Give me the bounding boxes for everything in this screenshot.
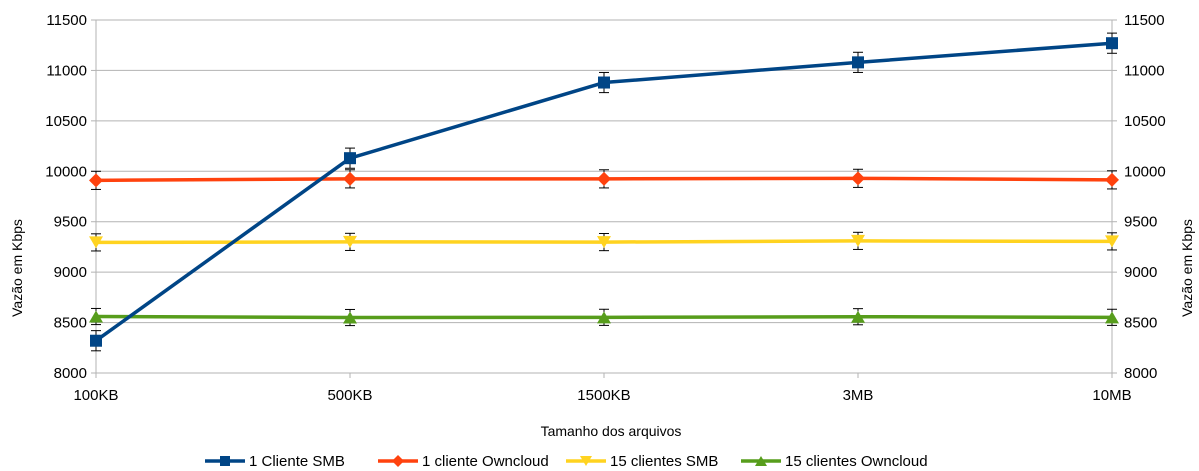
legend-label: 15 clientes SMB — [610, 453, 718, 470]
data-point — [1105, 172, 1119, 187]
legend-item: 1 cliente Owncloud — [378, 453, 549, 470]
x-tick-label: 1500KB — [577, 387, 630, 404]
y-axis-right: 8000 8500 9000 9500 10000 10500 11000 11500 — [1112, 12, 1166, 382]
data-point — [89, 173, 103, 188]
y-tick-label: 11500 — [46, 12, 87, 29]
x-tick-label: 10MB — [1092, 387, 1131, 404]
data-point — [344, 152, 356, 165]
y-axis-left: 8000 8500 9000 9500 10000 10500 11000 11500 — [45, 12, 96, 382]
y-tick-label-right: 8500 — [1124, 315, 1157, 332]
data-point — [597, 311, 611, 324]
data-point — [1105, 235, 1119, 248]
series-1-cliente-owncloud — [89, 168, 1119, 190]
y-tick-label-right: 8000 — [1124, 365, 1157, 382]
y-tick-label-right: 10000 — [1124, 163, 1166, 180]
data-point — [598, 76, 610, 89]
x-tick-label: 3MB — [843, 387, 874, 404]
data-point — [597, 171, 611, 186]
data-point — [1105, 311, 1119, 324]
legend-label: 1 cliente Owncloud — [422, 453, 549, 470]
data-point — [343, 235, 357, 248]
y-tick-label-right: 9000 — [1124, 264, 1157, 281]
y-tick-label-right: 9500 — [1124, 214, 1157, 231]
data-point — [89, 236, 103, 249]
x-axis-title: Tamanho dos arquivos — [541, 423, 682, 439]
data-point — [343, 311, 357, 324]
data-point — [851, 234, 865, 247]
legend-item: 15 clientes Owncloud — [741, 453, 928, 470]
y-tick-label: 8000 — [54, 365, 87, 382]
series-1-cliente-smb — [90, 32, 1118, 352]
data-point — [343, 171, 357, 186]
data-point — [89, 310, 103, 323]
legend-item: 1 Cliente SMB — [205, 453, 345, 470]
series-15-clientes-smb — [89, 231, 1119, 252]
x-tick-label: 500KB — [327, 387, 372, 404]
data-point — [220, 456, 230, 466]
data-point — [597, 236, 611, 249]
data-point — [755, 456, 767, 466]
legend: 1 Cliente SMB 1 cliente Owncloud 15 client… — [205, 453, 928, 470]
y-tick-label: 9000 — [54, 264, 87, 281]
legend-item: 15 clientes SMB — [566, 453, 718, 470]
y-tick-label: 10000 — [45, 163, 87, 180]
data-point — [852, 56, 864, 69]
data-point — [851, 310, 865, 323]
data-point — [392, 455, 404, 467]
y-tick-label: 11000 — [46, 62, 87, 79]
y-tick-label: 9500 — [54, 214, 87, 231]
x-tick-label: 100KB — [73, 387, 118, 404]
x-axis: 100KB 500KB 1500KB 3MB 10MB — [73, 373, 1132, 404]
legend-label: 1 Cliente SMB — [249, 453, 345, 470]
y-tick-label-right: 10500 — [1124, 113, 1166, 130]
y-axis-title-left: Vazão em Kbps — [9, 219, 25, 317]
y-axis-title-right: Vazão em Kbps — [1179, 219, 1195, 317]
y-tick-label-right: 11500 — [1124, 12, 1165, 29]
series-group — [89, 32, 1119, 352]
data-point — [580, 456, 592, 466]
legend-label: 15 clientes Owncloud — [785, 453, 928, 470]
y-tick-label: 10500 — [45, 113, 87, 130]
y-tick-label: 8500 — [54, 315, 87, 332]
data-point — [1106, 37, 1118, 50]
data-point — [90, 334, 102, 347]
series-15-clientes-owncloud — [89, 307, 1119, 327]
y-tick-label-right: 11000 — [1124, 62, 1165, 79]
data-point — [851, 171, 865, 186]
